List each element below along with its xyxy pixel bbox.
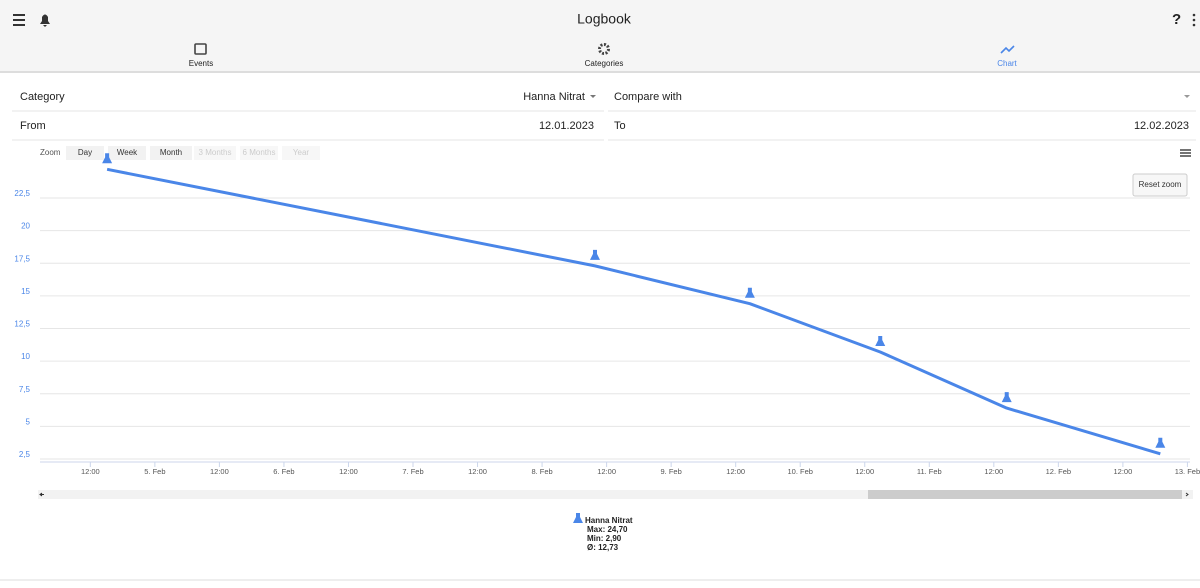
x-tick-label: 12:00 (855, 467, 874, 476)
x-tick-label: 10. Feb (787, 467, 812, 476)
zoom-button-text: Week (117, 148, 138, 157)
x-tick-label: 12:00 (597, 467, 616, 476)
x-tick-label: 12:00 (984, 467, 1003, 476)
help-button[interactable]: ? (1172, 11, 1181, 28)
legend-stat: Min: 2,90 (587, 534, 622, 543)
zoom-button (240, 146, 278, 160)
dropdown-arrow (590, 95, 596, 98)
zoom-button[interactable] (150, 146, 192, 160)
x-tick-label: 12:00 (210, 467, 229, 476)
x-tick-label: 8. Feb (531, 467, 552, 476)
chart-icon[interactable] (1000, 45, 1015, 54)
zoom-button[interactable] (108, 146, 146, 160)
y-tick-label: 2,5 (19, 450, 31, 459)
from-date[interactable]: 12.01.2023 (539, 120, 594, 132)
zoom-button[interactable] (66, 146, 104, 160)
data-marker (1155, 437, 1166, 448)
legend-name: Hanna Nitrat (585, 516, 633, 525)
reset-zoom-text[interactable]: Reset zoom (1139, 180, 1182, 189)
reset-zoom-button[interactable] (1132, 173, 1188, 197)
zoom-button-text: 3 Months (199, 148, 232, 157)
categories-icon[interactable] (598, 43, 610, 55)
x-tick-label: 12. Feb (1046, 467, 1071, 476)
y-tick-label: 15 (21, 287, 30, 296)
x-tick-label: 13. Feb (1175, 467, 1200, 476)
x-tick-label: 12:00 (1113, 467, 1132, 476)
tab[interactable]: Categories (585, 59, 624, 68)
legend-stat: Max: 24,70 (587, 525, 628, 534)
events-icon[interactable] (194, 43, 207, 55)
y-tick-label: 10 (21, 352, 30, 361)
zoom-button-text: Month (160, 148, 182, 157)
y-tick-label: 12,5 (14, 320, 30, 329)
x-tick-label: 5. Feb (144, 467, 165, 476)
zoom-button-text: Day (78, 148, 92, 157)
x-tick-label: 11. Feb (917, 467, 942, 476)
tab[interactable]: Events (189, 59, 213, 68)
to-date[interactable]: 12.02.2023 (1134, 120, 1189, 132)
field-label: From (20, 120, 46, 132)
data-marker (744, 287, 755, 298)
y-tick-label: 5 (26, 417, 31, 426)
zoom-button (194, 146, 236, 160)
y-tick-label: 22,5 (14, 189, 30, 198)
app-title: Logbook (577, 11, 632, 27)
header-bg (0, 0, 1200, 72)
data-marker (1001, 392, 1012, 403)
x-tick-label: 12:00 (81, 467, 100, 476)
more-button[interactable] (1192, 13, 1196, 27)
scroll-left[interactable] (39, 492, 44, 497)
field-label: Compare with (614, 91, 682, 103)
zoom-button-text: 6 Months (243, 148, 276, 157)
y-tick-label: 17,5 (14, 254, 30, 263)
field-label: Category (20, 91, 65, 103)
y-tick-label: 20 (21, 222, 30, 231)
scroll-right[interactable] (1185, 492, 1189, 497)
x-tick-label: 7. Feb (402, 467, 423, 476)
dropdown-arrow[interactable] (1184, 95, 1190, 98)
bell-icon[interactable] (40, 14, 50, 28)
x-tick-label: 12:00 (468, 467, 487, 476)
zoom-label: Zoom (40, 148, 61, 157)
legend-stat: Ø: 12,73 (587, 543, 619, 552)
x-tick-label: 6. Feb (273, 467, 294, 476)
zoom-buttons: Day Week Month 3 Months 6 Months Year (66, 146, 320, 160)
tab[interactable]: Chart (997, 59, 1017, 68)
data-line (106, 167, 1161, 456)
x-tick-label: 12:00 (726, 467, 745, 476)
data-marker (102, 153, 113, 164)
menu-button[interactable] (13, 14, 25, 26)
category-select[interactable]: Hanna Nitrat (523, 91, 585, 103)
x-tick-label: 9. Feb (661, 467, 682, 476)
legend-icon (573, 513, 583, 523)
x-tick-label: 12:00 (339, 467, 358, 476)
zoom-button (282, 146, 320, 160)
scrollbar-track[interactable] (38, 490, 1193, 499)
data-marker (875, 335, 886, 346)
zoom-button-text: Year (293, 148, 310, 157)
field-label: To (614, 120, 626, 132)
data-marker (589, 249, 600, 260)
export-menu[interactable] (1180, 149, 1191, 157)
y-tick-label: 7,5 (19, 385, 31, 394)
scrollbar-thumb[interactable] (868, 490, 1182, 499)
